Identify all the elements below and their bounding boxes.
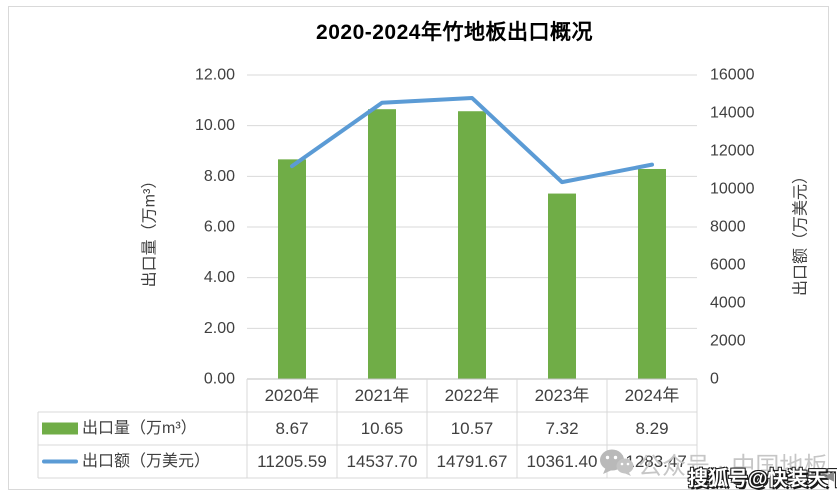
legend-line-swatch (42, 459, 78, 464)
right-axis-title: 出口额（万美元） (792, 168, 810, 296)
bar-2024年 (638, 168, 666, 379)
table-cell: 14791.67 (437, 452, 508, 471)
wechat-watermark: 公众号 · 中国地板 (598, 446, 837, 480)
legend-label: 出口量（万m³） (82, 419, 197, 437)
left-axis-tick-label: 6.00 (204, 219, 235, 236)
right-axis-tick-label: 4000 (710, 295, 746, 312)
bar-2021年 (368, 109, 396, 379)
table-cell: 8.29 (635, 419, 668, 438)
left-axis-tick-label: 12.00 (195, 67, 235, 84)
legend-bar-swatch (42, 422, 78, 435)
table-cell: 8.67 (275, 419, 308, 438)
table-cell: 10.65 (361, 419, 404, 438)
right-axis-tick-label: 10000 (710, 181, 755, 198)
right-axis-tick-label: 0 (710, 371, 719, 388)
table-cell: 11205.59 (257, 452, 327, 471)
left-axis-tick-label: 8.00 (204, 168, 235, 185)
table-cell: 14537.70 (347, 452, 418, 471)
right-axis-tick-label: 2000 (710, 333, 746, 350)
left-axis-title: 出口量（万m³） (141, 173, 159, 288)
table-cell: 10.57 (451, 419, 494, 438)
right-axis-tick-label: 6000 (710, 257, 746, 274)
right-axis-tick-label: 12000 (710, 143, 755, 160)
legend-label: 出口额（万美元） (82, 452, 210, 470)
table-cell: 7.32 (545, 419, 578, 438)
bar-2023年 (548, 193, 576, 379)
right-axis-tick-label: 14000 (710, 105, 755, 122)
left-axis-tick-label: 2.00 (204, 320, 235, 337)
wechat-watermark-text: 公众号 · 中国地板 (638, 452, 828, 480)
table-cell: 10361.40 (527, 452, 598, 471)
right-axis-tick-label: 8000 (710, 219, 746, 236)
table-header-cell: 2021年 (355, 386, 410, 405)
table-header-cell: 2023年 (535, 386, 590, 405)
sohu-watermark-text: 搜狐号@快装天下 (688, 468, 837, 490)
table-header-cell: 2020年 (265, 386, 320, 405)
chart-frame (8, 6, 829, 490)
left-axis-tick-label: 4.00 (204, 269, 235, 286)
table-header-cell: 2022年 (445, 386, 500, 405)
chart-title: 2020-2024年竹地板出口概况 (316, 21, 593, 44)
bar-2022年 (458, 111, 486, 379)
right-axis-tick-label: 16000 (710, 67, 755, 84)
wechat-icon (600, 449, 634, 476)
table-cell: 11283.47 (617, 452, 687, 471)
bar-2020年 (278, 159, 306, 379)
collapse-arrow-icon: ◀ (824, 468, 834, 483)
line-series (290, 95, 654, 185)
left-axis-tick-label: 0.00 (204, 371, 235, 388)
left-axis-tick-label: 10.00 (195, 117, 235, 134)
table-header-cell: 2024年 (625, 386, 680, 405)
